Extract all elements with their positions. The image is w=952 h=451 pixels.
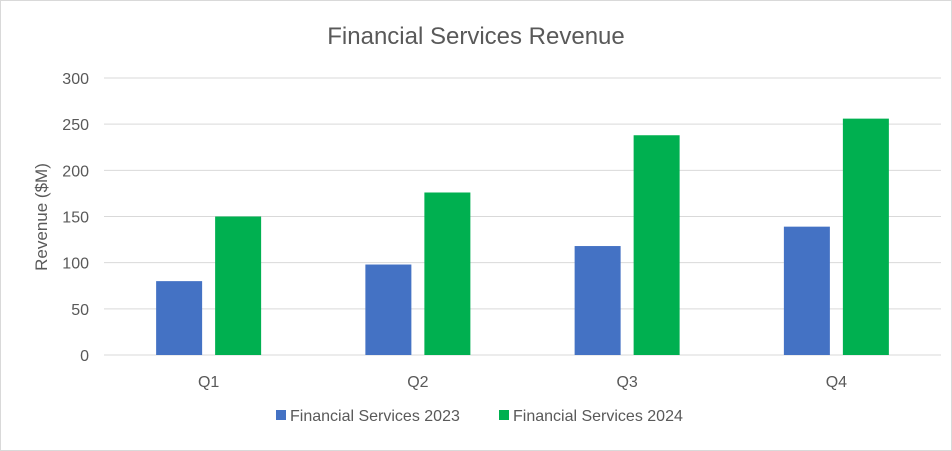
bars (156, 118, 889, 355)
bar-q3-series-2 (633, 135, 680, 355)
y-tick-label: 0 (80, 348, 89, 365)
y-tick-label: 200 (62, 163, 89, 180)
bar-q1-series-1 (156, 281, 203, 355)
x-tick-label: Q2 (407, 374, 428, 391)
legend: Financial Services 2023 Financial Service… (276, 408, 683, 425)
x-tick-label: Q4 (826, 374, 847, 391)
bar-q2-series-1 (365, 264, 412, 355)
bar-q4-series-1 (783, 226, 830, 355)
y-tick-label: 50 (71, 302, 89, 319)
legend-label-1: Financial Services 2023 (290, 408, 460, 425)
y-tick-label: 300 (62, 71, 89, 88)
y-axis-ticks: 0 50 100 150 200 250 300 (62, 71, 89, 365)
y-tick-label: 100 (62, 256, 89, 273)
bar-q2-series-2 (424, 192, 471, 355)
legend-label-2: Financial Services 2024 (513, 408, 683, 425)
y-tick-label: 150 (62, 210, 89, 227)
bar-q4-series-2 (842, 118, 889, 355)
y-tick-label: 250 (62, 117, 89, 134)
bar-q1-series-2 (215, 216, 262, 355)
y-axis-title: Revenue ($M) (32, 163, 51, 271)
legend-swatch-2 (499, 410, 509, 420)
x-axis-ticks: Q1 Q2 Q3 Q4 (198, 374, 847, 391)
bar-q3-series-1 (574, 246, 621, 355)
x-tick-label: Q3 (616, 374, 637, 391)
legend-swatch-1 (276, 410, 286, 420)
x-tick-label: Q1 (198, 374, 219, 391)
chart-title: Financial Services Revenue (327, 23, 624, 50)
